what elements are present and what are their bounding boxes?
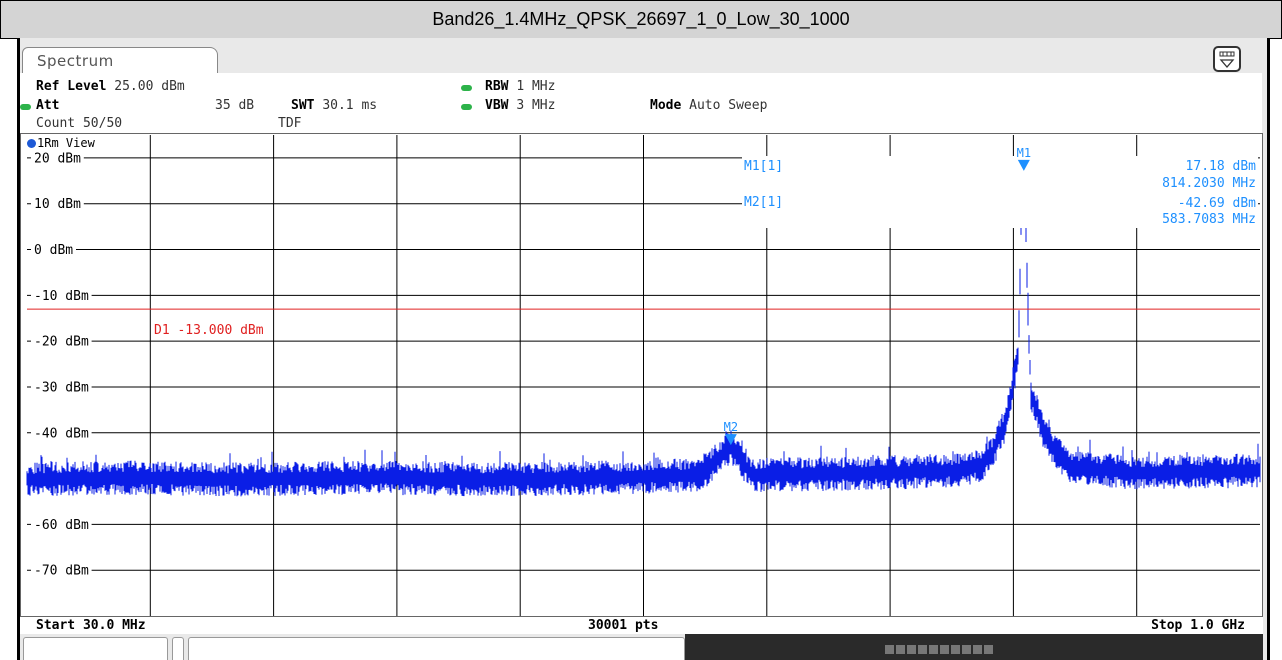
y-tick-bg <box>31 195 84 212</box>
start-frequency: Start 30.0 MHz <box>36 618 146 633</box>
y-tick-bg <box>31 287 92 304</box>
status-bar <box>20 634 1263 660</box>
rbw-indicator-icon <box>461 85 472 91</box>
y-tick-bg <box>31 333 92 350</box>
settings-panel: Ref Level 25.00 dBm Att 35 dB SWT 30.1 m… <box>20 73 1262 133</box>
y-tick-label: -30 dBm <box>34 380 89 395</box>
marker-m2-label: M2[1] <box>744 195 783 210</box>
y-tick-label: 20 dBm <box>34 151 81 166</box>
marker-m1: M1 <box>1017 146 1031 171</box>
ref-level: Ref Level 25.00 dBm <box>36 79 185 94</box>
y-tick-label: 10 dBm <box>34 197 81 212</box>
marker-readout-bg <box>742 156 1258 228</box>
y-tick-bg <box>31 149 84 166</box>
status-tab-3[interactable] <box>188 637 685 660</box>
sweep-mode: Mode Auto Sweep <box>650 98 768 113</box>
limit-line-label: D1 -13.000 dBm <box>154 323 264 338</box>
status-tab-1[interactable] <box>23 637 168 660</box>
y-tick-label: -40 dBm <box>34 426 89 441</box>
marker-m2-freq: 583.7083 MHz <box>1162 212 1256 227</box>
y-tick-bg <box>31 562 92 579</box>
rbw: RBW 1 MHz <box>485 79 556 94</box>
att-label: Att <box>36 98 60 113</box>
chevron-down-icon <box>1219 51 1235 68</box>
svg-text:M2: M2 <box>724 420 738 434</box>
trace-line <box>26 167 1261 497</box>
y-tick-bg <box>31 424 92 441</box>
att-indicator-icon <box>20 104 31 110</box>
y-tick-label: -10 dBm <box>34 289 89 304</box>
tab-spectrum[interactable]: Spectrum <box>22 47 218 73</box>
trace-view-label: 1Rm View <box>21 135 151 152</box>
sweep-count: Count 50/50 <box>36 116 123 131</box>
vbw-indicator-icon <box>461 104 472 110</box>
y-tick-label: 0 dBm <box>34 243 73 258</box>
tdf-label: TDF <box>278 116 302 131</box>
y-tick-label: -60 dBm <box>34 518 89 533</box>
att-value: 35 dB <box>215 98 255 113</box>
y-tick-bg <box>31 378 92 395</box>
y-tick-bg <box>31 241 76 258</box>
y-tick-bg <box>31 516 92 533</box>
svg-text:M1: M1 <box>1017 146 1031 160</box>
menu-button[interactable] <box>1213 46 1241 72</box>
y-tick-label: -20 dBm <box>34 335 89 350</box>
vbw: VBW 3 MHz <box>485 98 556 113</box>
marker-m1-freq: 814.2030 MHz <box>1162 176 1256 191</box>
marker-m2: M2 <box>724 420 738 446</box>
sweep-points: 30001 pts <box>588 618 659 633</box>
sweep-time: SWT 30.1 ms <box>291 98 378 113</box>
window-title: Band26_1.4MHz_QPSK_26697_1_0_Low_30_1000 <box>0 0 1282 39</box>
measuring-progress <box>685 634 1263 660</box>
marker-m1-level: 17.18 dBm <box>1186 159 1257 174</box>
stop-frequency: Stop 1.0 GHz <box>1151 618 1245 633</box>
marker-m1-label: M1[1] <box>744 159 783 174</box>
sweep-footer: Start 30.0 MHz 30001 pts Stop 1.0 GHz <box>20 616 1263 634</box>
y-tick-label: -70 dBm <box>34 564 89 579</box>
trace-indicator-icon <box>27 139 36 148</box>
status-tab-2[interactable] <box>172 637 184 660</box>
marker-m2-level: -42.69 dBm <box>1178 196 1256 211</box>
